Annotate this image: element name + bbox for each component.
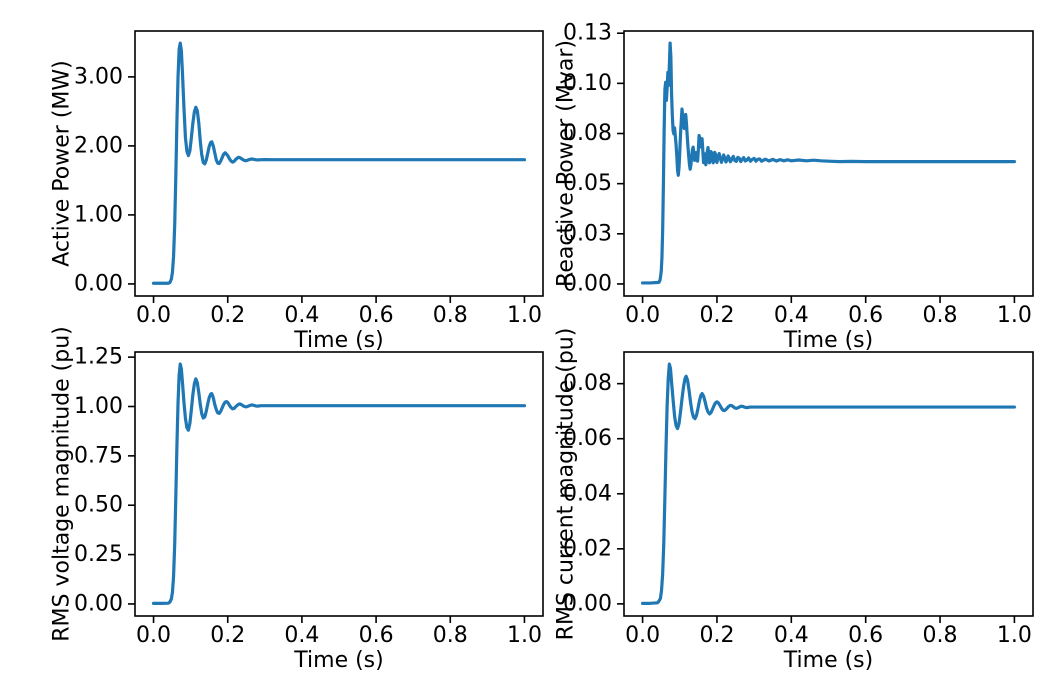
x-tick-label-rms-current: 0.0 (625, 623, 660, 648)
ylabel-rms-voltage: RMS voltage magnitude (pu) (50, 326, 75, 642)
axes-frame-active-power (134, 30, 544, 297)
y-tick-label-active-power: 0.00 (74, 271, 123, 296)
curve-reactive-power (640, 41, 1017, 285)
x-tick-label-rms-current: 0.4 (774, 623, 809, 648)
x-tick-label-reactive-power: 0.4 (774, 303, 809, 328)
x-tick-label-rms-voltage: 0.0 (136, 623, 171, 648)
axes-frame-rms-current (623, 351, 1034, 617)
x-tick-label-active-power: 1.0 (507, 303, 542, 328)
y-tick-label-active-power: 1.00 (74, 202, 123, 227)
y-tick-label-active-power: 2.00 (74, 133, 123, 158)
x-tick-label-reactive-power: 0.6 (848, 303, 883, 328)
subplot-rms-current: 0.0 0.2 0.4 0.6 0.8 1.0 0.00 0.02 0.04 0.06 0.08 Ti… (554, 328, 1034, 673)
y-tick-label-rms-current: 0.08 (563, 371, 612, 396)
x-tick-label-rms-current: 0.6 (848, 623, 883, 648)
axes-frame-reactive-power (623, 30, 1034, 297)
x-tick-label-active-power: 0.8 (433, 303, 468, 328)
x-tick-label-active-power: 0.0 (136, 303, 171, 328)
x-tick-label-active-power: 0.6 (359, 303, 394, 328)
x-tick-label-active-power: 0.2 (210, 303, 245, 328)
x-tick-label-rms-current: 1.0 (997, 623, 1032, 648)
y-tick-label-rms-voltage: 0.00 (74, 591, 123, 616)
x-tick-label-reactive-power: 0.0 (625, 303, 660, 328)
axes-frame-rms-voltage (134, 351, 544, 617)
y-tick-label-rms-current: 0.06 (563, 426, 612, 451)
x-tick-label-reactive-power: 1.0 (997, 303, 1032, 328)
ylabel-active-power: Active Power (MW) (50, 60, 75, 266)
x-tick-label-rms-voltage: 0.4 (284, 623, 319, 648)
y-tick-label-active-power: 3.00 (74, 64, 123, 89)
y-tick-label-rms-voltage: 0.75 (74, 443, 123, 468)
curve-active-power (151, 41, 527, 285)
y-tick-label-rms-voltage: 0.50 (74, 493, 123, 518)
y-tick-label-reactive-power: 0.13 (563, 21, 612, 46)
y-tick-label-reactive-power: 0.03 (563, 221, 612, 246)
x-tick-label-reactive-power: 0.8 (923, 303, 958, 328)
x-tick-label-rms-voltage: 1.0 (507, 623, 542, 648)
y-tick-label-reactive-power: 0.00 (563, 271, 612, 296)
subplot-active-power: 0.0 0.2 0.4 0.6 0.8 1.0 0.00 1.00 2.00 3.00 Time (… (50, 30, 544, 353)
xlabel-reactive-power: Time (s) (783, 328, 873, 353)
y-tick-label-rms-current: 0.02 (563, 536, 612, 561)
y-tick-label-rms-voltage: 1.25 (74, 345, 123, 370)
curve-rms-voltage (151, 362, 527, 605)
xlabel-rms-voltage: Time (s) (293, 648, 383, 673)
subplot-reactive-power: 0.0 0.2 0.4 0.6 0.8 1.0 0.00 0.03 0.05 0.08 0.10 0.… (554, 21, 1034, 353)
x-tick-label-rms-voltage: 0.8 (433, 623, 468, 648)
ylabel-reactive-power: Reactive Power (Mvar) (554, 40, 579, 287)
xlabel-active-power: Time (s) (293, 328, 383, 353)
curve-rms-current (640, 362, 1017, 605)
y-tick-label-rms-voltage: 1.00 (74, 394, 123, 419)
xlabel-rms-current: Time (s) (783, 648, 873, 673)
y-tick-label-rms-voltage: 0.25 (74, 542, 123, 567)
x-tick-label-rms-current: 0.8 (923, 623, 958, 648)
subplot-rms-voltage: 0.0 0.2 0.4 0.6 0.8 1.0 0.00 0.25 0.50 0.75 1.00 1.… (50, 326, 544, 673)
x-tick-label-active-power: 0.4 (284, 303, 319, 328)
x-tick-label-rms-voltage: 0.2 (210, 623, 245, 648)
y-tick-label-reactive-power: 0.05 (563, 171, 612, 196)
y-tick-label-reactive-power: 0.10 (563, 71, 612, 96)
x-tick-label-rms-voltage: 0.6 (359, 623, 394, 648)
y-tick-label-rms-current: 0.04 (563, 481, 612, 506)
y-tick-label-reactive-power: 0.08 (563, 121, 612, 146)
x-tick-label-reactive-power: 0.2 (699, 303, 734, 328)
ylabel-rms-current: RMS current magnitude (pu) (554, 328, 579, 641)
x-tick-label-rms-current: 0.2 (699, 623, 734, 648)
y-tick-label-rms-current: 0.00 (563, 591, 612, 616)
